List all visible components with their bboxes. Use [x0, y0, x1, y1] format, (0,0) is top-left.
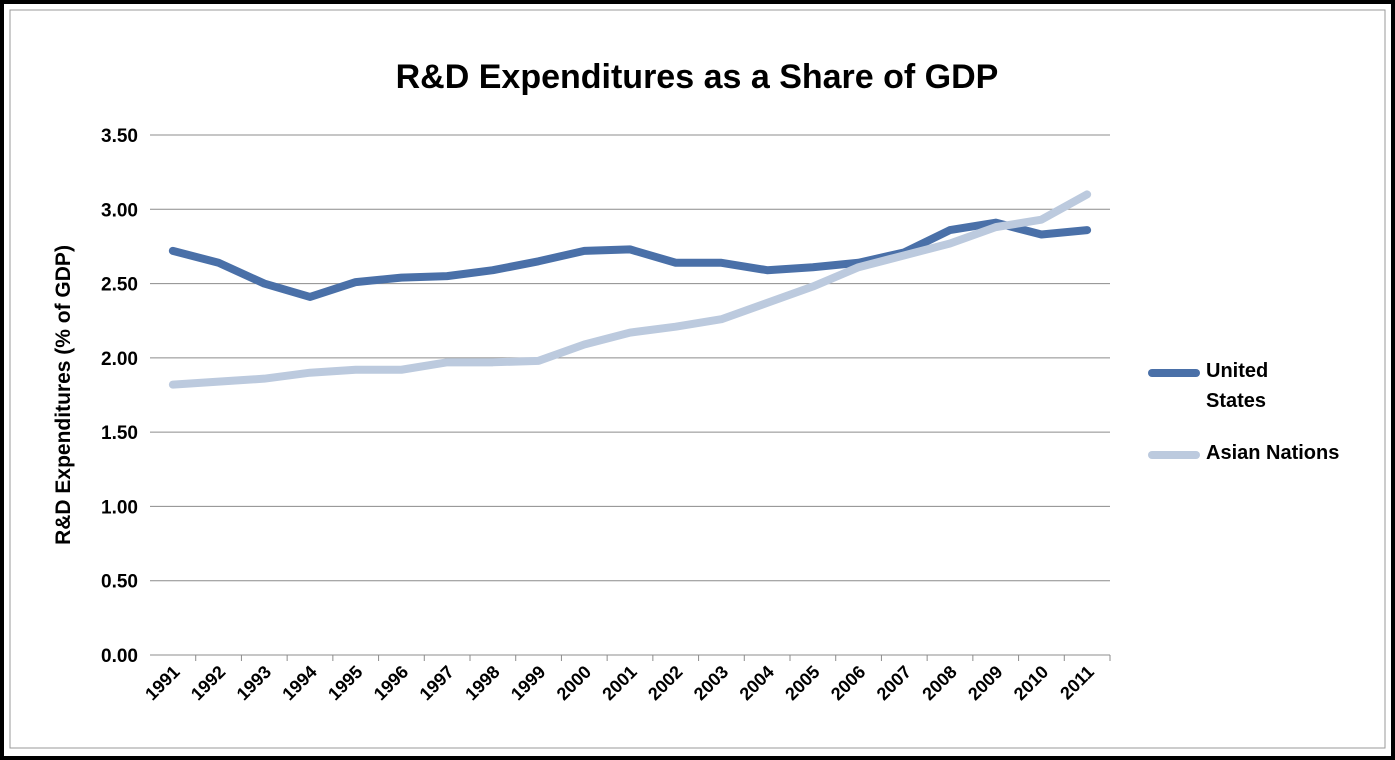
legend-swatch — [1148, 369, 1200, 377]
y-tick-label: 1.00 — [101, 497, 138, 518]
series-line — [168, 218, 1092, 301]
legend-label: United States — [1206, 360, 1269, 412]
y-tick-label: 3.50 — [101, 126, 138, 147]
y-tick-label: 2.00 — [101, 349, 138, 370]
y-tick-label: 2.50 — [101, 275, 138, 296]
legend-item: United States — [1148, 360, 1388, 416]
legend-swatch — [1148, 451, 1200, 459]
y-tick-label: 0.00 — [101, 646, 138, 667]
chart-title: R&D Expenditures as a Share of GDP — [396, 58, 999, 96]
y-tick-label: 0.50 — [101, 572, 138, 593]
legend-label: Asian Nations — [1206, 442, 1340, 464]
y-tick-label: 1.50 — [101, 423, 138, 444]
inner-border — [9, 9, 1386, 749]
legend-item: Asian Nations — [1148, 442, 1388, 468]
series-line — [168, 190, 1092, 389]
y-tick-label: 3.00 — [101, 200, 138, 221]
y-axis-label: R&D Expenditures (% of GDP) — [52, 245, 75, 545]
